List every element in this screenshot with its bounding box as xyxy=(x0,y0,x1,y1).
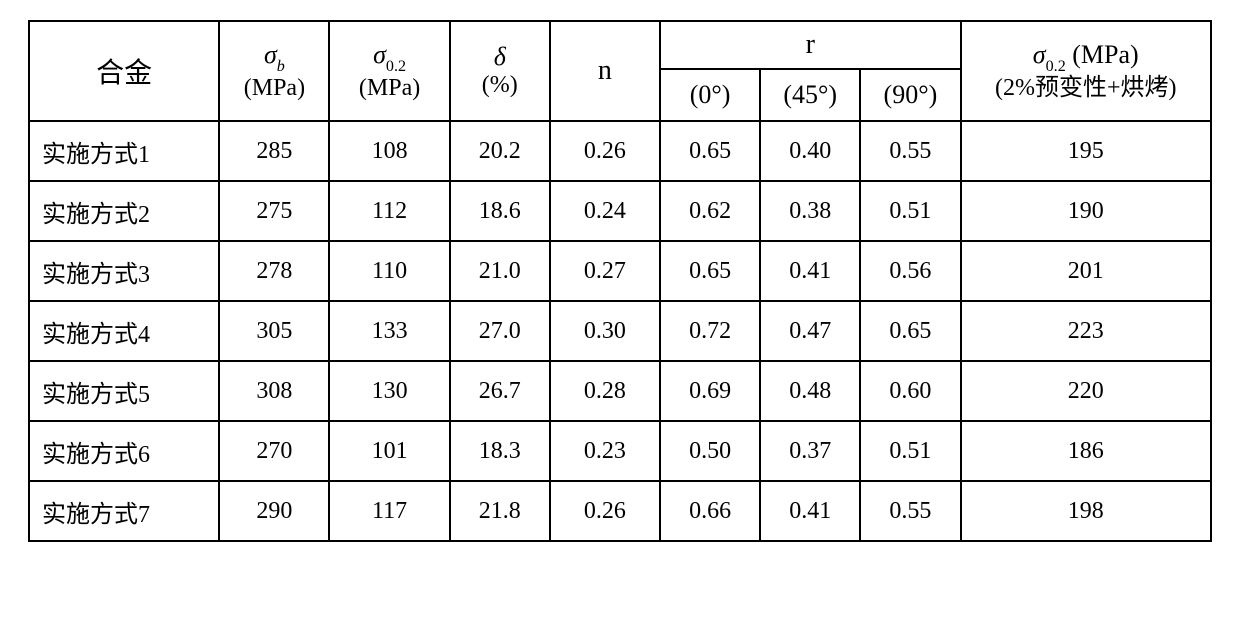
cell-r90: 0.65 xyxy=(860,301,960,361)
cell-r45: 0.40 xyxy=(760,121,860,181)
cell-sigma-02-bake: 186 xyxy=(961,421,1212,481)
sigma-b-unit: (MPa) xyxy=(244,75,305,103)
col-header-alloy: 合金 xyxy=(29,21,219,121)
sigma-02-bake-symbol: σ0.2 (MPa) xyxy=(1033,40,1139,75)
cell-sigma-b: 270 xyxy=(219,421,329,481)
cell-r0: 0.50 xyxy=(660,421,760,481)
col-header-alloy-label: 合金 xyxy=(96,58,152,89)
cell-n: 0.26 xyxy=(550,121,660,181)
cell-sigma-02: 101 xyxy=(329,421,449,481)
cell-delta: 27.0 xyxy=(450,301,550,361)
table-row: 实施方式2 275 112 18.6 0.24 0.62 0.38 0.51 1… xyxy=(29,181,1211,241)
r-label: r xyxy=(806,29,815,60)
table-row: 实施方式6 270 101 18.3 0.23 0.50 0.37 0.51 1… xyxy=(29,421,1211,481)
cell-sigma-02-bake: 201 xyxy=(961,241,1212,301)
cell-r0: 0.62 xyxy=(660,181,760,241)
cell-sigma-b: 278 xyxy=(219,241,329,301)
cell-delta: 18.6 xyxy=(450,181,550,241)
cell-r90: 0.56 xyxy=(860,241,960,301)
cell-delta: 21.8 xyxy=(450,481,550,541)
cell-delta: 21.0 xyxy=(450,241,550,301)
cell-r0: 0.66 xyxy=(660,481,760,541)
table-row: 实施方式1 285 108 20.2 0.26 0.65 0.40 0.55 1… xyxy=(29,121,1211,181)
col-header-sigma-02: σ0.2 (MPa) xyxy=(329,21,449,121)
cell-n: 0.24 xyxy=(550,181,660,241)
cell-r90: 0.51 xyxy=(860,421,960,481)
cell-r0: 0.72 xyxy=(660,301,760,361)
cell-r90: 0.55 xyxy=(860,121,960,181)
cell-sigma-b: 275 xyxy=(219,181,329,241)
cell-n: 0.28 xyxy=(550,361,660,421)
cell-delta: 18.3 xyxy=(450,421,550,481)
cell-sigma-b: 290 xyxy=(219,481,329,541)
cell-r45: 0.41 xyxy=(760,241,860,301)
cell-r0: 0.69 xyxy=(660,361,760,421)
col-header-n: n xyxy=(550,21,660,121)
cell-r45: 0.41 xyxy=(760,481,860,541)
col-header-sigma-02-bake: σ0.2 (MPa) (2%预变性+烘烤) xyxy=(961,21,1212,121)
table-body: 实施方式1 285 108 20.2 0.26 0.65 0.40 0.55 1… xyxy=(29,121,1211,541)
cell-sigma-02: 117 xyxy=(329,481,449,541)
col-header-r0: (0°) xyxy=(660,69,760,121)
cell-n: 0.23 xyxy=(550,421,660,481)
cell-n: 0.27 xyxy=(550,241,660,301)
cell-alloy: 实施方式7 xyxy=(29,481,219,541)
cell-sigma-02: 110 xyxy=(329,241,449,301)
cell-sigma-02: 108 xyxy=(329,121,449,181)
cell-sigma-02: 112 xyxy=(329,181,449,241)
cell-sigma-b: 305 xyxy=(219,301,329,361)
data-table: 合金 σb (MPa) σ0.2 (MPa) δ xyxy=(28,20,1212,542)
cell-sigma-02-bake: 198 xyxy=(961,481,1212,541)
cell-r45: 0.38 xyxy=(760,181,860,241)
n-label: n xyxy=(598,55,612,86)
cell-n: 0.30 xyxy=(550,301,660,361)
cell-delta: 26.7 xyxy=(450,361,550,421)
col-header-r90: (90°) xyxy=(860,69,960,121)
sigma-b-symbol: σb xyxy=(264,40,285,75)
table-row: 实施方式4 305 133 27.0 0.30 0.72 0.47 0.65 2… xyxy=(29,301,1211,361)
delta-unit: (%) xyxy=(482,72,518,100)
cell-sigma-02: 133 xyxy=(329,301,449,361)
col-header-delta: δ (%) xyxy=(450,21,550,121)
cell-sigma-02-bake: 190 xyxy=(961,181,1212,241)
sigma-02-unit: (MPa) xyxy=(359,75,420,103)
cell-alloy: 实施方式4 xyxy=(29,301,219,361)
cell-r0: 0.65 xyxy=(660,121,760,181)
cell-alloy: 实施方式3 xyxy=(29,241,219,301)
sigma-02-bake-cond: (2%预变性+烘烤) xyxy=(995,75,1177,103)
cell-alloy: 实施方式5 xyxy=(29,361,219,421)
col-header-sigma-b: σb (MPa) xyxy=(219,21,329,121)
col-header-r45: (45°) xyxy=(760,69,860,121)
cell-n: 0.26 xyxy=(550,481,660,541)
table-row: 实施方式3 278 110 21.0 0.27 0.65 0.41 0.56 2… xyxy=(29,241,1211,301)
cell-alloy: 实施方式6 xyxy=(29,421,219,481)
cell-r90: 0.60 xyxy=(860,361,960,421)
cell-sigma-02: 130 xyxy=(329,361,449,421)
cell-sigma-02-bake: 223 xyxy=(961,301,1212,361)
table-row: 实施方式5 308 130 26.7 0.28 0.69 0.48 0.60 2… xyxy=(29,361,1211,421)
cell-r45: 0.37 xyxy=(760,421,860,481)
col-header-r-group: r xyxy=(660,21,961,69)
cell-sigma-b: 285 xyxy=(219,121,329,181)
cell-sigma-b: 308 xyxy=(219,361,329,421)
cell-r45: 0.47 xyxy=(760,301,860,361)
cell-alloy: 实施方式2 xyxy=(29,181,219,241)
cell-sigma-02-bake: 220 xyxy=(961,361,1212,421)
cell-r90: 0.55 xyxy=(860,481,960,541)
table-row: 实施方式7 290 117 21.8 0.26 0.66 0.41 0.55 1… xyxy=(29,481,1211,541)
cell-alloy: 实施方式1 xyxy=(29,121,219,181)
header-row-1: 合金 σb (MPa) σ0.2 (MPa) δ xyxy=(29,21,1211,69)
cell-sigma-02-bake: 195 xyxy=(961,121,1212,181)
cell-r90: 0.51 xyxy=(860,181,960,241)
cell-r45: 0.48 xyxy=(760,361,860,421)
cell-r0: 0.65 xyxy=(660,241,760,301)
cell-delta: 20.2 xyxy=(450,121,550,181)
sigma-02-symbol: σ0.2 xyxy=(373,40,406,75)
delta-symbol: δ xyxy=(494,42,506,72)
